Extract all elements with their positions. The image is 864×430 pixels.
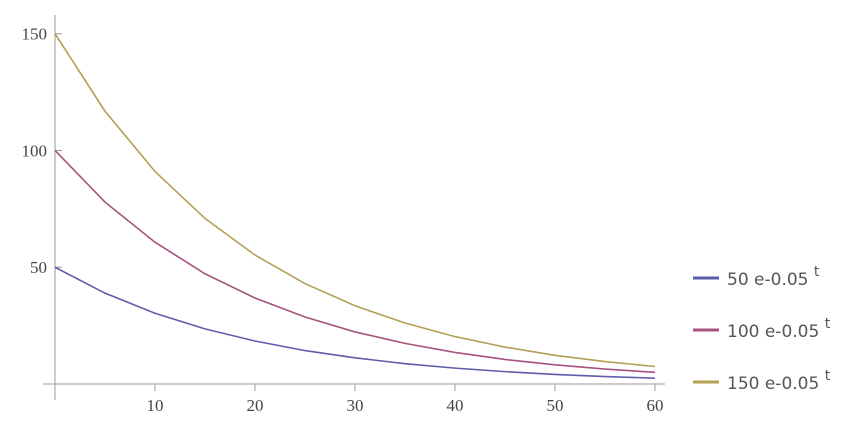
legend-base: 100 e-0.05 xyxy=(727,322,825,342)
x-tick-label: 50 xyxy=(547,396,564,415)
x-tick-label: 30 xyxy=(347,396,364,415)
y-tick-label: 50 xyxy=(30,258,47,277)
legend-label: 150 e-0.05 t xyxy=(727,368,831,394)
y-tick-label: 100 xyxy=(22,141,48,160)
line-series xyxy=(54,33,656,368)
legend-label: 50 e-0.05 t xyxy=(727,264,820,290)
legend-label: 100 e-0.05 t xyxy=(727,316,831,342)
line-series xyxy=(54,266,656,379)
y-tick-label: 150 xyxy=(22,25,48,44)
x-tick-label: 20 xyxy=(247,396,264,415)
line-series xyxy=(54,149,656,374)
legend-exponent: t xyxy=(814,264,820,280)
x-tick-label: 40 xyxy=(447,396,464,415)
legend-base: 50 e-0.05 xyxy=(727,270,814,290)
legend-base: 150 e-0.05 xyxy=(727,374,825,394)
legend-exponent: t xyxy=(825,316,831,332)
x-tick-label: 10 xyxy=(147,396,164,415)
x-tick-label: 60 xyxy=(647,396,664,415)
legend-exponent: t xyxy=(825,368,831,384)
